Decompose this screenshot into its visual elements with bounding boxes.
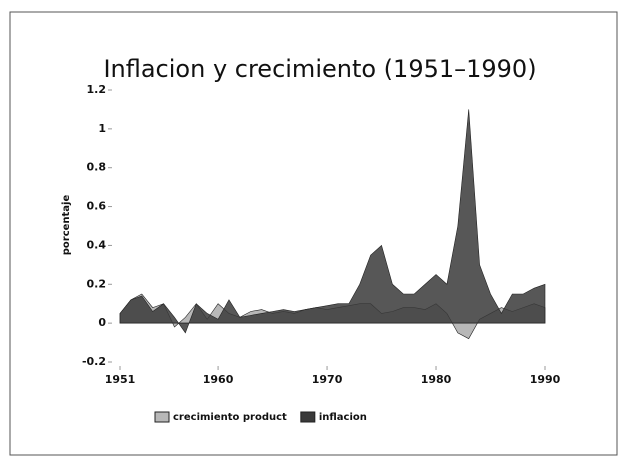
x-tick-label: 1990 (530, 373, 561, 386)
x-tick-label: 1980 (421, 373, 452, 386)
y-tick-label: 0.8 (87, 161, 107, 174)
legend-label: inflacion (319, 412, 367, 423)
legend-swatch (154, 411, 170, 423)
y-tick-label: 0.4 (87, 238, 107, 251)
y-tick-label: 0.2 (87, 277, 107, 290)
x-tick-label: 1951 (105, 373, 136, 386)
y-tick-label: -0.2 (82, 355, 106, 368)
y-tick-label: 0 (98, 316, 106, 329)
legend-swatch (300, 411, 316, 423)
y-tick-label: 1 (98, 122, 106, 135)
area (119, 109, 546, 334)
y-tick-label: 0.6 (87, 200, 107, 213)
y-axis-label: porcentaje (61, 195, 72, 256)
frame (9, 11, 618, 456)
x-tick-label: 1960 (203, 373, 234, 386)
y-tick-label: 1.2 (87, 83, 107, 96)
legend-label: crecimiento product (173, 412, 287, 423)
x-tick-label: 1970 (312, 373, 343, 386)
chart-title: Inflacion y crecimiento (1951–1990) (103, 55, 536, 83)
